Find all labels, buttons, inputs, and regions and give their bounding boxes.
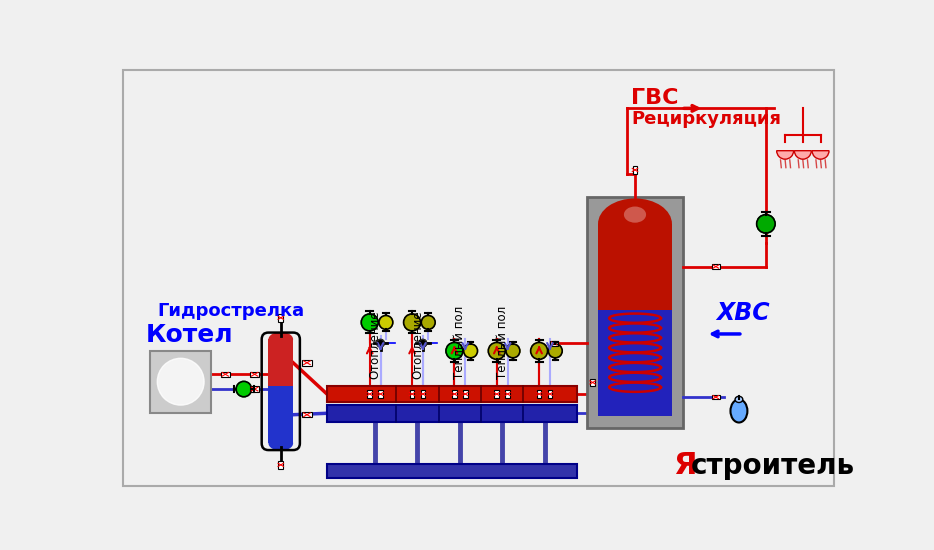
Ellipse shape [624,207,646,223]
Bar [327,386,577,403]
Text: Котел: Котел [146,323,234,346]
Polygon shape [712,395,720,399]
Bar [327,464,577,478]
Text: Отопление: Отопление [369,311,382,379]
Ellipse shape [598,199,672,249]
Polygon shape [420,390,425,398]
Circle shape [361,314,378,331]
Polygon shape [367,390,372,398]
Circle shape [463,344,477,358]
Polygon shape [494,390,499,398]
Circle shape [421,316,435,329]
Circle shape [403,314,420,331]
Text: ГВС: ГВС [631,89,679,108]
Ellipse shape [735,397,743,403]
Polygon shape [220,372,230,377]
Circle shape [236,381,251,397]
Polygon shape [410,390,415,398]
Bar [598,224,672,310]
Text: Отопление: Отопление [411,311,424,379]
Circle shape [157,358,205,405]
Wedge shape [777,151,794,159]
Bar [268,339,293,386]
Bar [268,386,293,443]
Polygon shape [590,378,595,386]
Polygon shape [712,264,720,269]
Circle shape [488,343,505,359]
Circle shape [506,344,520,358]
Circle shape [531,343,547,359]
Polygon shape [250,372,260,377]
Text: строитель: строитель [690,452,855,480]
Polygon shape [550,341,558,346]
Bar [327,405,577,422]
Polygon shape [547,390,552,398]
Circle shape [446,343,463,359]
Bar [149,351,211,412]
Polygon shape [632,166,637,174]
Circle shape [757,214,775,233]
Polygon shape [505,390,510,398]
Polygon shape [378,390,383,398]
Polygon shape [537,390,542,398]
Circle shape [379,316,393,329]
Bar [587,197,683,428]
Wedge shape [812,151,829,159]
Polygon shape [303,412,312,417]
Ellipse shape [268,436,293,450]
Circle shape [419,339,427,347]
Polygon shape [250,386,260,392]
Text: Рециркуляция: Рециркуляция [631,110,781,128]
Circle shape [376,339,384,347]
Circle shape [548,344,562,358]
Ellipse shape [730,399,747,422]
Text: ХВС: ХВС [715,301,770,325]
Polygon shape [303,360,312,366]
Ellipse shape [268,332,293,346]
Bar [598,310,672,416]
Text: Теплый пол: Теплый пол [496,306,509,380]
Polygon shape [452,390,457,398]
Polygon shape [278,461,283,469]
Polygon shape [278,314,283,322]
Text: Я: Я [673,451,697,480]
Text: Гидрострелка: Гидрострелка [158,302,304,320]
Wedge shape [795,151,812,159]
Polygon shape [463,390,468,398]
Text: Теплый пол: Теплый пол [453,306,466,380]
